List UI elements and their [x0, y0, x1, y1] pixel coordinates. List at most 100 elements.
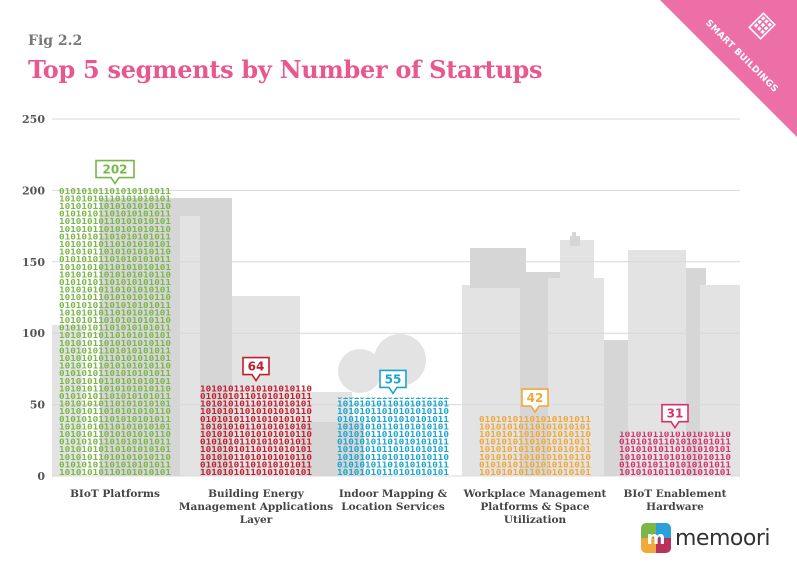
x-category-label: Indoor Mapping & [339, 488, 448, 500]
svg-text:10101011010101010110: 10101011010101010110 [200, 407, 313, 416]
svg-text:01010101101010101011: 01010101101010101011 [59, 301, 172, 310]
bar-value-label: 42 [527, 391, 544, 405]
x-category-label: Hardware [646, 501, 704, 513]
y-tick-label: 200 [22, 184, 45, 197]
svg-text:01010101101010101011: 01010101101010101011 [59, 210, 172, 219]
svg-text:10101011010101010110: 10101011010101010110 [337, 430, 450, 439]
svg-text:01010101101010101011: 01010101101010101011 [59, 438, 172, 447]
svg-text:01010101101010101011: 01010101101010101011 [59, 415, 172, 424]
building-icon [748, 12, 776, 40]
value-callout: 31 [661, 403, 689, 430]
svg-text:01010101101010101011: 01010101101010101011 [479, 438, 592, 447]
x-category-label: Building Energy [208, 488, 305, 500]
svg-text:10101011010101010110: 10101011010101010110 [59, 407, 172, 416]
y-tick-label: 0 [37, 470, 45, 483]
svg-text:10101010110101010101: 10101010110101010101 [59, 194, 172, 203]
svg-text:10101010110101010101: 10101010110101010101 [200, 422, 313, 431]
chart-title: Top 5 segments by Number of Startups [28, 55, 543, 84]
x-category-label: BIoT Platforms [70, 488, 160, 500]
value-callout-box [95, 159, 135, 185]
bar: 1010101011010101010101010101101010101011… [479, 415, 592, 477]
svg-text:10101010110101010101: 10101010110101010101 [59, 422, 172, 431]
bar-value-label: 55 [385, 372, 402, 386]
value-callout-box [661, 403, 689, 430]
bar-value-label: 64 [248, 360, 265, 374]
svg-text:01010101101010101011: 01010101101010101011 [59, 369, 172, 378]
svg-text:01010101101010101011: 01010101101010101011 [619, 460, 732, 469]
svg-text:10101010110101010101: 10101010110101010101 [337, 468, 450, 477]
svg-text:01010101101010101011: 01010101101010101011 [200, 415, 313, 424]
chart-gridlines [52, 118, 740, 477]
value-callout-box [379, 369, 407, 395]
svg-text:10101010110101010101: 10101010110101010101 [619, 468, 732, 477]
x-category-label: Management Applications [179, 501, 333, 513]
svg-text:01010101101010101011: 01010101101010101011 [59, 232, 172, 241]
svg-text:10101010110101010101: 10101010110101010101 [479, 422, 592, 431]
y-tick-label: 100 [22, 327, 45, 340]
svg-text:10101011010101010110: 10101011010101010110 [337, 407, 450, 416]
skyline-building [548, 278, 604, 476]
svg-text:10101010110101010101: 10101010110101010101 [59, 331, 172, 340]
svg-text:01010101101010101011: 01010101101010101011 [479, 415, 592, 424]
svg-text:01010101101010101011: 01010101101010101011 [59, 255, 172, 264]
bar: 1010101011010101010101010101101010101011… [619, 430, 732, 477]
svg-text:10101010110101010101: 10101010110101010101 [337, 400, 450, 409]
badge-triangle [660, 0, 797, 137]
svg-text:10101010110101010101: 10101010110101010101 [59, 217, 172, 226]
skyline-building [560, 240, 594, 280]
x-category-label: Utilization [504, 514, 567, 526]
bars: 1010101011010101010101010101101010101011… [59, 159, 732, 477]
x-category-label: Layer [240, 514, 273, 526]
bar-value-label: 202 [102, 163, 127, 177]
svg-text:01010101101010101011: 01010101101010101011 [619, 438, 732, 447]
skyline-building [700, 285, 740, 476]
svg-text:10101011010101010110: 10101011010101010110 [59, 339, 172, 348]
city-skyline-background [52, 198, 740, 476]
svg-text:10101011010101010110: 10101011010101010110 [619, 430, 732, 439]
svg-text:10101010110101010101: 10101010110101010101 [337, 445, 450, 454]
svg-text:10101011010101010110: 10101011010101010110 [59, 362, 172, 371]
svg-text:10101011010101010110: 10101011010101010110 [479, 430, 592, 439]
svg-text:10101010110101010101: 10101010110101010101 [59, 240, 172, 249]
svg-text:10101011010101010110: 10101011010101010110 [200, 384, 313, 393]
skyline-building [180, 216, 200, 476]
svg-text:10101010110101010101: 10101010110101010101 [59, 286, 172, 295]
skyline-building [462, 285, 524, 476]
y-axis: 0 50 100 150 200 250 [22, 113, 45, 483]
svg-text:01010101101010101011: 01010101101010101011 [59, 187, 172, 196]
svg-text:10101011010101010110: 10101011010101010110 [59, 202, 172, 211]
svg-text:10101011010101010110: 10101011010101010110 [200, 430, 313, 439]
svg-text:01010101101010101011: 01010101101010101011 [200, 438, 313, 447]
svg-text:10101010110101010101: 10101010110101010101 [479, 468, 592, 477]
svg-text:10101010110101010101: 10101010110101010101 [200, 468, 313, 477]
svg-text:10101011010101010110: 10101011010101010110 [59, 430, 172, 439]
skyline-building [100, 198, 232, 476]
value-callout: 64 [242, 356, 270, 383]
memoori-logo: m memoori [641, 523, 770, 553]
x-category-label: Location Services [341, 501, 445, 513]
svg-text:10101011010101010110: 10101011010101010110 [59, 453, 172, 462]
svg-text:10101010110101010101: 10101010110101010101 [200, 445, 313, 454]
svg-text:10101010110101010101: 10101010110101010101 [59, 263, 172, 272]
svg-text:10101011010101010110: 10101011010101010110 [59, 316, 172, 325]
value-callout-box [242, 356, 270, 383]
smart-buildings-badge: SMART BUILDINGS [660, 0, 797, 137]
svg-text:10101011010101010110: 10101011010101010110 [59, 384, 172, 393]
svg-text:10101010110101010101: 10101010110101010101 [59, 445, 172, 454]
svg-text:10101010110101010101: 10101010110101010101 [479, 445, 592, 454]
y-tick-label: 150 [22, 256, 45, 269]
svg-text:01010101101010101011: 01010101101010101011 [337, 415, 450, 424]
svg-text:10101010110101010101: 10101010110101010101 [59, 308, 172, 317]
svg-text:10101010110101010101: 10101010110101010101 [59, 354, 172, 363]
skyline-dome [338, 349, 382, 393]
memoori-logo-icon: m [641, 523, 671, 553]
skyline-building [52, 325, 82, 476]
svg-text:10101011010101010110: 10101011010101010110 [59, 225, 172, 234]
svg-text:01010101101010101011: 01010101101010101011 [59, 346, 172, 355]
svg-text:01010101101010101011: 01010101101010101011 [337, 460, 450, 469]
x-category-label: Platforms & Space [480, 501, 590, 513]
svg-text:10101011010101010110: 10101011010101010110 [479, 453, 592, 462]
svg-text:10101010110101010101: 10101010110101010101 [337, 422, 450, 431]
x-axis: BIoT Platforms Building EnergyManagement … [70, 488, 727, 526]
